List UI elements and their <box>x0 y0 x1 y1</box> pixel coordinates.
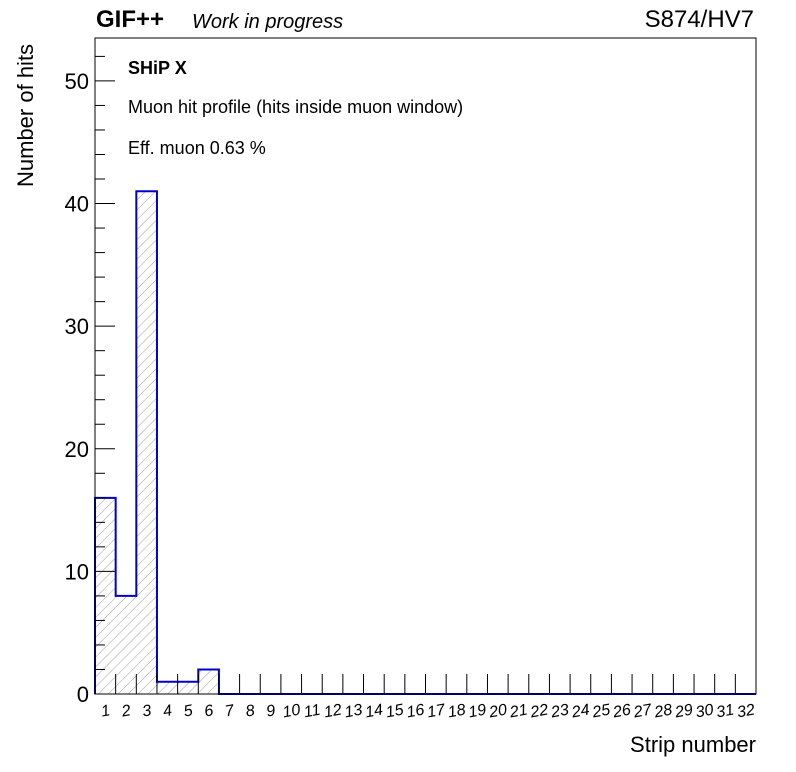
plot-frame <box>94 37 757 695</box>
x-tick-label: 12 <box>323 702 344 722</box>
y-axis-label: Number of hits <box>13 43 38 187</box>
y-axis: 0 10 20 30 40 50 <box>65 55 115 707</box>
x-tick-label: 27 <box>631 701 654 721</box>
x-tick-label: 24 <box>569 702 591 722</box>
x-tick-label: 32 <box>736 702 757 722</box>
x-tick-label: 4 <box>162 702 174 720</box>
x-tick-label: 20 <box>487 702 509 722</box>
efficiency-label: Eff. muon 0.63 % <box>128 138 266 158</box>
histogram-bar <box>136 191 157 694</box>
histogram-bar <box>198 669 219 694</box>
x-tick-label: 18 <box>447 702 468 722</box>
status-label: Work in progress <box>192 11 344 33</box>
x-tick-label: 15 <box>385 702 406 722</box>
x-tick-label: 6 <box>203 702 215 720</box>
y-tick-label: 30 <box>65 314 89 339</box>
x-tick-label: 1 <box>100 702 112 720</box>
y-tick-label: 50 <box>65 69 89 94</box>
x-tick-label: 9 <box>265 702 277 720</box>
x-tick-label: 25 <box>590 702 612 722</box>
x-tick-label: 16 <box>405 702 426 722</box>
x-axis-label: Strip number <box>630 732 756 757</box>
x-tick-label: 13 <box>343 702 364 722</box>
histogram-bar <box>115 595 137 694</box>
x-tick-label: 30 <box>694 702 715 722</box>
experiment-label: GIF++ <box>96 6 165 33</box>
x-tick-label: 29 <box>673 702 695 722</box>
x-axis: 1 2 3 4 5 6 7 8 9 10 11 12 13 14 15 16 17 18 19 20 21 22 23 24 2… <box>94 674 757 722</box>
x-tick-label: 21 <box>507 702 528 722</box>
y-tick-label: 10 <box>65 559 89 584</box>
x-tick-label: 31 <box>715 702 735 722</box>
plot-description: Muon hit profile (hits inside muon windo… <box>128 97 464 117</box>
plot-title: SHiP X <box>128 58 187 78</box>
x-tick-label: 10 <box>281 702 302 722</box>
y-tick-label: 0 <box>77 682 89 707</box>
histogram-bar <box>177 681 199 694</box>
x-tick-label: 28 <box>652 702 674 722</box>
y-tick-label: 20 <box>65 437 89 462</box>
x-tick-label: 8 <box>244 702 256 720</box>
y-tick-label: 40 <box>65 192 89 217</box>
x-tick-label: 5 <box>182 702 194 720</box>
x-tick-label: 17 <box>426 701 448 721</box>
x-tick-label: 2 <box>119 702 132 720</box>
x-tick-label: 23 <box>549 702 571 722</box>
histogram-bar <box>156 681 178 694</box>
x-tick-label: 3 <box>141 702 153 720</box>
x-tick-label: 26 <box>611 702 633 722</box>
x-tick-label: 22 <box>528 702 550 722</box>
x-tick-label: 11 <box>302 702 321 722</box>
x-tick-label: 19 <box>467 702 488 722</box>
histogram-outline <box>94 190 756 695</box>
x-tick-label: 7 <box>224 702 237 720</box>
run-label: S874/HV7 <box>644 6 754 33</box>
x-tick-label: 14 <box>364 702 385 722</box>
